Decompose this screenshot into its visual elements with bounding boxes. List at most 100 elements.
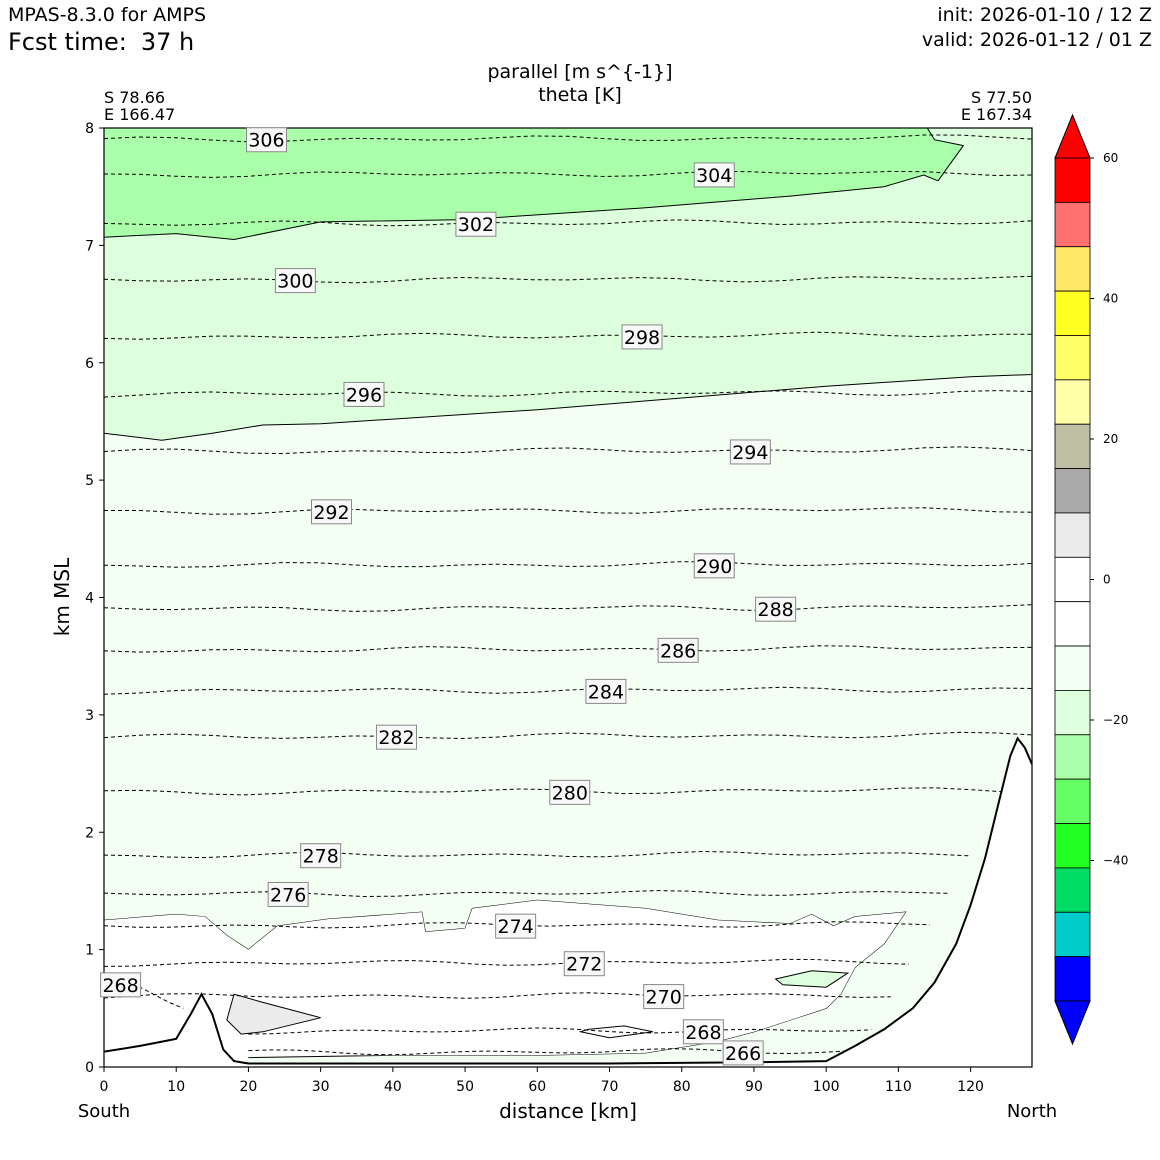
model-title: MPAS-8.3.0 for AMPS (8, 4, 207, 26)
theta-label-text: 282 (378, 727, 414, 749)
theta-contour-302 (104, 219, 1032, 227)
theta-contour-298 (104, 331, 1032, 340)
colorbar-segment (1054, 778, 1091, 824)
theta-contour-300 (104, 275, 1032, 284)
colorbar-segment (1054, 379, 1091, 425)
colorbar-segment (1054, 601, 1091, 647)
x-tick-label: 50 (456, 1079, 474, 1095)
y-tick-label: 4 (85, 591, 94, 607)
colorbar-max-extension (1054, 113, 1091, 159)
y-tick-label: 0 (85, 1060, 94, 1076)
theta-label-box (455, 211, 497, 237)
x-tick-label: 70 (601, 1079, 619, 1095)
theta-label-box (682, 1019, 724, 1045)
x-tick-label: 30 (312, 1079, 330, 1095)
theta-label-text: 266 (725, 1043, 761, 1065)
colorbar-segment (1054, 468, 1091, 514)
theta-label-text: 268 (685, 1022, 721, 1044)
y-tick-label: 1 (85, 943, 94, 959)
theta-contour-292 (104, 507, 1032, 515)
x-tick-label: 40 (384, 1079, 402, 1095)
theta-label-text: 270 (646, 987, 682, 1009)
theta-contour-272 (104, 958, 910, 967)
colorbar-segment (1054, 867, 1091, 913)
theta-contour-270 (104, 992, 891, 999)
y-tick-label: 3 (85, 708, 94, 724)
colorbar-tick-label: 40 (1103, 292, 1118, 306)
theta-label-290: 290 (693, 553, 735, 579)
theta-label-box (310, 499, 352, 525)
x-tick-label: 100 (813, 1079, 840, 1095)
theta-label-300: 300 (274, 268, 316, 294)
theta-label-box (343, 381, 385, 407)
theta-label-box (722, 1040, 764, 1066)
theta-label-text: 280 (552, 782, 588, 804)
theta-label-box (755, 596, 797, 622)
chart-title-line1: parallel [m s^{-1}] (487, 61, 672, 83)
x-tick-label: 20 (240, 1079, 258, 1095)
theta-label-box (375, 724, 417, 750)
theta-label-270: 270 (643, 984, 685, 1010)
colorbar-tick-label: −40 (1103, 854, 1128, 868)
weak-positive-patch (226, 993, 321, 1035)
colorbar-segment (1054, 157, 1091, 203)
theta-contour-268-left (104, 982, 184, 1009)
colorbar: −40 −20 0 20 40 60 (1054, 113, 1128, 1046)
theta-label-284: 284 (585, 678, 627, 704)
theta-contour-284 (104, 686, 1032, 695)
theta-label-282: 282 (375, 724, 417, 750)
theta-contour-282 (104, 731, 1032, 740)
valid-time: valid: 2026-01-12 / 01 Z (921, 29, 1152, 51)
theta-contour-286 (104, 645, 1032, 653)
theta-contour-276 (104, 890, 948, 898)
colorbar-segment (1054, 823, 1091, 869)
theta-label-box (300, 843, 342, 869)
south-label: South (78, 1101, 130, 1122)
theta-label-box (267, 881, 309, 907)
theta-label-text: 274 (498, 916, 534, 938)
x-axis-label: distance [km] (499, 1099, 637, 1123)
colorbar-segment (1054, 690, 1091, 736)
theta-contour-290 (104, 561, 1032, 568)
colorbar-segment (1054, 201, 1091, 248)
colorbar-min-extension (1054, 1000, 1091, 1046)
colorbar-segment (1054, 335, 1091, 381)
theta-label-274: 274 (495, 913, 537, 939)
colorbar-segment (1054, 290, 1091, 336)
colorbar-tick-label: 60 (1103, 151, 1118, 165)
theta-label-box (585, 678, 627, 704)
theta-label-306: 306 (245, 127, 287, 153)
theta-contour-288 (104, 604, 1032, 612)
theta-label-280: 280 (549, 779, 591, 805)
theta-label-box (495, 913, 537, 939)
theta-label-text: 298 (624, 327, 660, 349)
theta-label-text: 268 (102, 975, 138, 997)
colorbar-segment (1054, 734, 1091, 780)
theta-label-276: 276 (267, 881, 309, 907)
theta-contour-294 (104, 446, 1032, 455)
theta-label-text: 276 (270, 884, 306, 906)
theta-label-292: 292 (310, 499, 352, 525)
theta-label-288: 288 (755, 596, 797, 622)
y-axis-label: km MSL (50, 557, 74, 636)
colorbar-segment (1054, 512, 1091, 558)
theta-contour-278 (104, 850, 969, 859)
colorbar-segment (1054, 246, 1091, 292)
small-wind-contour (578, 1025, 654, 1039)
x-tick-label: 10 (167, 1079, 185, 1095)
theta-label-box (621, 324, 663, 350)
theta-label-text: 304 (696, 165, 732, 187)
theta-label-box (100, 972, 142, 998)
theta-label-text: 306 (248, 130, 284, 152)
theta-label-text: 278 (303, 846, 339, 868)
theta-label-box (693, 162, 735, 188)
theta-label-text: 302 (458, 214, 494, 236)
theta-label-268: 268 (682, 1019, 724, 1045)
y-tick-label: 2 (85, 825, 94, 841)
colorbar-tick-label: 0 (1103, 573, 1111, 587)
theta-label-box (643, 984, 685, 1010)
x-tick-label: 90 (745, 1079, 763, 1095)
y-tick-label: 6 (85, 356, 94, 372)
colorbar-tick-label: 20 (1103, 432, 1118, 446)
